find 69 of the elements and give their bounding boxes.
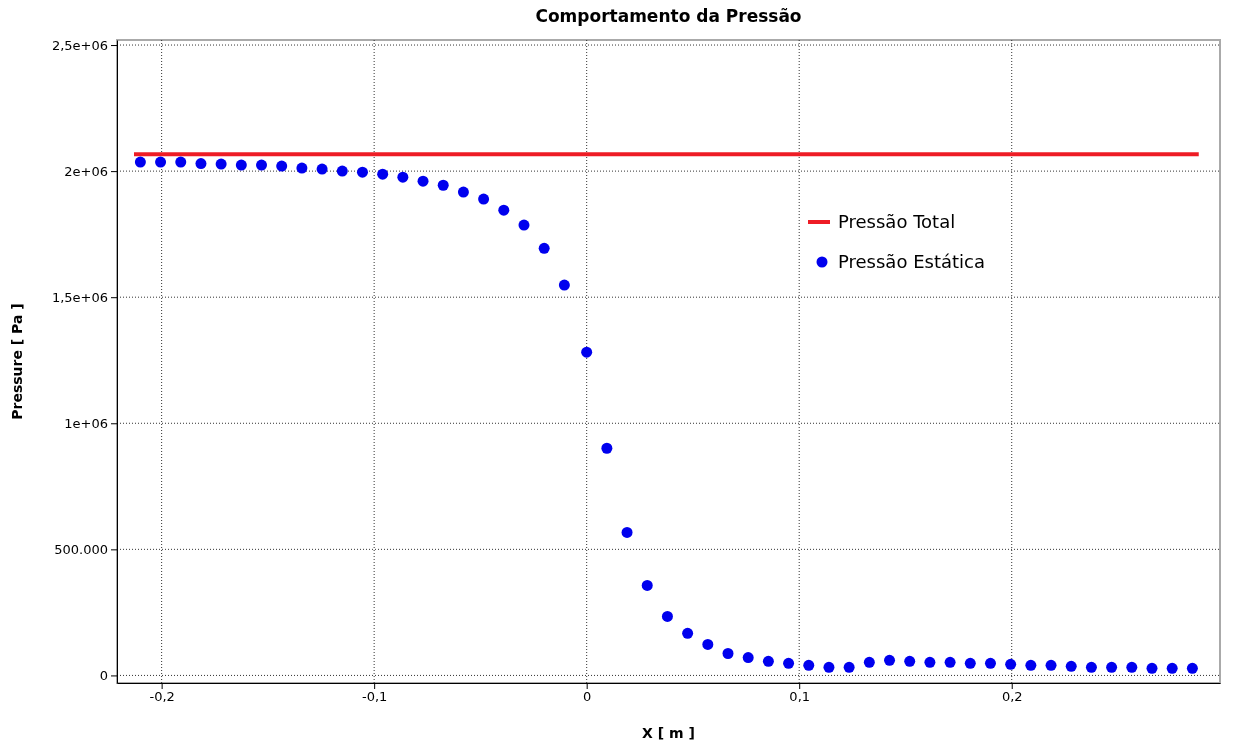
y-tick-label: 500.000 xyxy=(54,542,108,558)
point xyxy=(944,656,956,668)
point xyxy=(1065,660,1077,672)
point xyxy=(1005,658,1017,670)
point xyxy=(195,158,207,170)
point xyxy=(783,657,795,669)
x-tick-label: -0,2 xyxy=(149,689,175,705)
point xyxy=(276,160,288,172)
x-tick-label: 0,1 xyxy=(789,689,811,705)
y-tick-label: 2,5e+06 xyxy=(51,37,108,53)
point xyxy=(134,156,146,168)
point xyxy=(803,659,815,671)
x-tick-label: 0 xyxy=(583,689,592,705)
point xyxy=(1126,661,1138,673)
point xyxy=(823,661,835,673)
x-tick-label: 0,2 xyxy=(1001,689,1023,705)
point xyxy=(702,638,714,650)
point xyxy=(377,168,389,180)
point xyxy=(1045,659,1057,671)
point xyxy=(397,171,409,183)
point xyxy=(417,175,429,187)
point xyxy=(984,657,996,669)
point xyxy=(863,656,875,668)
x-axis-title: X [ m ] xyxy=(642,725,695,741)
point xyxy=(581,346,593,358)
y-tick-label: 1,5e+06 xyxy=(51,289,108,305)
point xyxy=(316,163,328,175)
point xyxy=(175,156,187,168)
point xyxy=(641,579,653,591)
point xyxy=(256,159,268,171)
legend-label: Pressão Estática xyxy=(838,251,985,272)
point xyxy=(457,186,469,198)
point xyxy=(661,610,673,622)
point xyxy=(1025,659,1037,671)
point xyxy=(155,156,167,168)
point xyxy=(1166,662,1178,674)
point xyxy=(742,652,754,664)
y-tick-label: 0 xyxy=(99,668,108,684)
point xyxy=(904,655,916,667)
point xyxy=(601,442,613,454)
point xyxy=(1106,661,1118,673)
point xyxy=(498,204,510,216)
point xyxy=(722,648,734,659)
point xyxy=(296,162,308,174)
point xyxy=(621,526,633,538)
point xyxy=(558,279,570,291)
y-tick-label: 2e+06 xyxy=(64,163,108,179)
point xyxy=(518,219,530,231)
x-tick-label: -0,1 xyxy=(361,689,388,705)
point xyxy=(215,158,227,170)
chart-title: Comportamento da Pressão xyxy=(535,6,802,26)
legend-label: Pressão Total xyxy=(838,211,956,232)
point xyxy=(964,657,976,669)
point xyxy=(538,242,550,254)
point xyxy=(437,179,449,191)
point xyxy=(478,193,490,205)
point xyxy=(924,656,936,668)
point xyxy=(1186,662,1198,674)
y-tick-label: 1e+06 xyxy=(64,415,108,431)
point xyxy=(682,627,694,639)
point xyxy=(1146,662,1158,674)
point xyxy=(843,661,855,673)
y-axis-title: Pressure [ Pa ] xyxy=(9,303,25,420)
point xyxy=(356,166,368,178)
point xyxy=(884,654,896,666)
point xyxy=(1085,661,1097,673)
point xyxy=(235,159,247,171)
point xyxy=(762,655,774,667)
point xyxy=(336,165,348,177)
